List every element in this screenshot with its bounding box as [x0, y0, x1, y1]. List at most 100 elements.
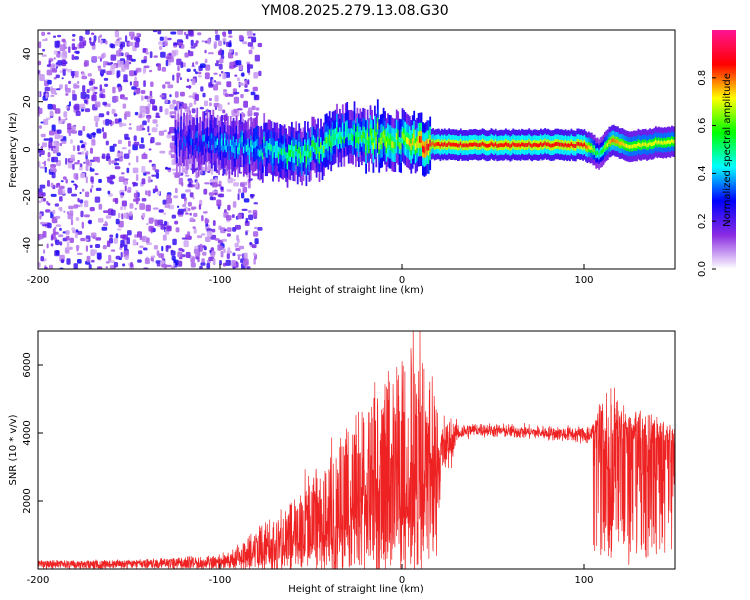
noise-cell	[59, 44, 66, 52]
ridge-cell	[588, 144, 590, 149]
noise-cell	[247, 182, 251, 189]
noise-cell	[187, 207, 191, 212]
noise-cell	[103, 69, 106, 74]
noise-cell	[243, 100, 248, 108]
noise-cell	[228, 30, 232, 35]
noise-cell	[94, 91, 98, 95]
noise-cell	[257, 42, 263, 48]
noise-cell	[116, 70, 121, 78]
noise-cell	[137, 259, 142, 263]
ridge-cell	[557, 142, 560, 146]
ridge-cell	[235, 139, 238, 146]
noise-cell	[148, 69, 153, 73]
noise-cell	[110, 54, 117, 61]
noise-cell	[85, 159, 90, 165]
noise-cell	[99, 93, 104, 98]
noise-cell	[126, 237, 130, 245]
noise-cell	[174, 220, 179, 225]
noise-cell	[72, 94, 77, 101]
noise-cell	[114, 166, 121, 170]
noise-cell	[63, 210, 66, 213]
noise-cell	[223, 248, 226, 253]
ridge-cell	[238, 143, 241, 151]
noise-cell	[106, 111, 110, 116]
noise-cell	[79, 191, 82, 194]
ridge-cell	[411, 138, 414, 146]
noise-cell	[88, 80, 93, 86]
noise-cell	[195, 40, 199, 44]
noise-cell	[252, 33, 256, 36]
noise-cell	[105, 215, 112, 219]
noise-cell	[114, 30, 120, 38]
noise-cell	[116, 153, 121, 158]
colorbar-tick-label: 0.8	[697, 70, 708, 86]
noise-cell	[156, 263, 161, 267]
noise-cell	[177, 65, 180, 72]
noise-cell	[248, 214, 254, 221]
noise-cell	[255, 107, 260, 111]
noise-cell	[121, 172, 125, 175]
ridge-cell	[592, 148, 595, 152]
ridge-cell	[595, 151, 598, 156]
ridge-cell	[573, 144, 576, 148]
ridge-cell	[199, 140, 202, 147]
ridge-cell	[289, 150, 292, 157]
noise-cell	[197, 71, 202, 75]
noise-cell	[159, 150, 166, 154]
ridge-cell	[448, 141, 450, 146]
noise-cell	[50, 243, 54, 247]
noise-cell	[142, 235, 147, 243]
noise-cell	[43, 249, 46, 254]
noise-cell	[75, 173, 79, 181]
noise-cell	[45, 209, 51, 213]
noise-cell	[138, 250, 143, 255]
noise-cell	[255, 96, 260, 100]
noise-cell	[233, 91, 240, 95]
noise-cell	[59, 196, 63, 202]
noise-cell	[124, 111, 131, 117]
ridge-cell	[449, 142, 452, 147]
noise-cell	[145, 107, 150, 114]
noise-cell	[38, 107, 43, 114]
noise-cell	[140, 215, 143, 219]
noise-cell	[162, 84, 166, 89]
ridge-cell	[494, 142, 497, 146]
noise-cell	[143, 65, 150, 69]
ridge-cell	[398, 142, 401, 149]
ridge-cell	[556, 142, 558, 146]
ridge-cell	[612, 138, 615, 142]
y-tick-label: 20	[22, 95, 33, 108]
noise-cell	[120, 251, 123, 258]
noise-cell	[72, 34, 76, 37]
noise-cell	[66, 258, 71, 265]
noise-cell	[102, 132, 107, 139]
noise-cell	[151, 174, 157, 177]
noise-cell	[143, 247, 148, 251]
noise-cell	[253, 112, 259, 116]
ridge-cell	[387, 136, 389, 144]
ridge-cell	[606, 142, 609, 147]
ridge-cell	[457, 143, 459, 148]
noise-cell	[148, 148, 152, 151]
noise-cell	[199, 106, 204, 110]
noise-cell	[81, 144, 85, 148]
noise-cell	[50, 235, 54, 241]
ridge-cell	[331, 135, 334, 142]
noise-cell	[77, 145, 80, 152]
noise-cell	[65, 105, 69, 109]
noise-cell	[244, 79, 248, 85]
noise-cell	[105, 40, 108, 45]
ridge-cell	[486, 144, 488, 148]
noise-cell	[89, 166, 92, 170]
noise-cell	[210, 254, 215, 258]
noise-cell	[62, 176, 67, 180]
noise-cell	[119, 243, 123, 249]
noise-cell	[232, 252, 236, 257]
ridge-cell	[232, 141, 235, 148]
noise-cell	[139, 245, 144, 248]
spectrogram-x-label: Height of straight line (km)	[288, 285, 424, 296]
noise-cell	[89, 244, 93, 249]
ridge-cell	[548, 143, 551, 147]
ridge-cell	[176, 143, 178, 150]
noise-cell	[122, 97, 128, 100]
